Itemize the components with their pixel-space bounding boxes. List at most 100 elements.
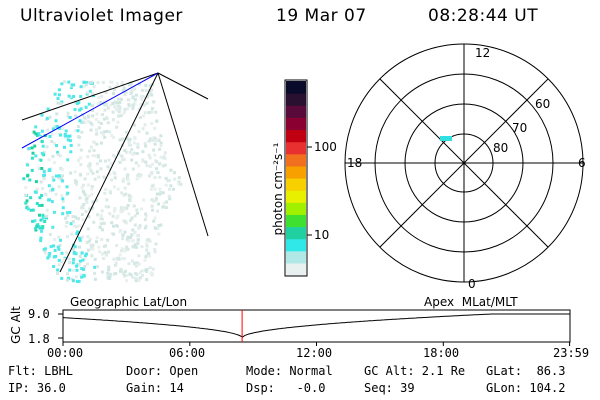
emission-pixel xyxy=(73,108,77,112)
emission-pixel xyxy=(124,269,127,273)
emission-pixel xyxy=(73,170,77,174)
emission-pixel xyxy=(36,134,39,137)
emission-pixel xyxy=(72,224,76,228)
emission-pixel xyxy=(39,158,43,162)
emission-pixel xyxy=(122,193,126,197)
emission-pixel xyxy=(35,202,39,205)
emission-pixel xyxy=(103,191,107,195)
emission-pixel xyxy=(152,199,156,203)
emission-pixel xyxy=(33,190,37,194)
emission-pixel xyxy=(113,206,117,210)
emission-pixel xyxy=(56,150,60,154)
emission-pixel xyxy=(101,113,104,116)
emission-pixel xyxy=(131,167,135,171)
emission-pixel xyxy=(149,187,153,191)
emission-pixel xyxy=(127,193,131,197)
emission-pixel xyxy=(97,126,101,130)
emission-pixel xyxy=(48,198,51,202)
emission-pixel xyxy=(93,154,97,158)
emission-pixel xyxy=(108,167,112,171)
colorbar-cell xyxy=(286,141,306,155)
emission-pixel xyxy=(79,173,83,177)
emission-pixel xyxy=(150,107,154,111)
emission-pixel xyxy=(173,171,176,175)
emission-pixel xyxy=(81,120,85,124)
emission-pixel xyxy=(86,262,89,266)
emission-pixel xyxy=(169,184,173,188)
emission-pixel xyxy=(68,139,72,143)
emission-pixel xyxy=(40,139,44,143)
fov-line xyxy=(157,72,209,100)
emission-pixel xyxy=(57,174,61,178)
emission-pixel xyxy=(153,250,157,254)
emission-pixel xyxy=(48,232,52,236)
emission-pixel xyxy=(85,83,89,87)
emission-pixel xyxy=(113,272,117,276)
emission-pixel xyxy=(155,119,159,123)
emission-pixel xyxy=(122,177,126,181)
emission-pixel xyxy=(90,254,94,258)
emission-pixel xyxy=(48,169,52,173)
emission-pixel xyxy=(57,88,61,92)
emission-pixel xyxy=(113,263,117,267)
emission-pixel xyxy=(66,213,70,217)
status-mode: Mode: Normal xyxy=(246,364,333,378)
emission-pixel xyxy=(98,101,102,104)
emission-pixel xyxy=(81,218,85,222)
emission-pixel xyxy=(128,83,132,87)
emission-pixel xyxy=(57,263,61,267)
emission-pixel xyxy=(112,257,116,261)
emission-pixel xyxy=(115,101,119,105)
emission-pixel xyxy=(67,80,71,84)
emission-pixel xyxy=(36,223,40,227)
emission-pixel xyxy=(93,271,97,275)
emission-pixel xyxy=(153,216,157,220)
emission-pixel xyxy=(118,230,122,234)
colorbar-cell xyxy=(286,178,306,191)
emission-pixel xyxy=(78,119,82,123)
emission-pixel xyxy=(122,157,126,161)
colorbar-cell xyxy=(286,93,306,106)
emission-pixel xyxy=(148,174,151,178)
emission-pixel xyxy=(88,237,92,241)
emission-pixel xyxy=(74,181,78,184)
emission-pixel xyxy=(108,85,112,89)
emission-pixel xyxy=(40,203,44,207)
emission-pixel xyxy=(121,209,125,213)
status-filter: Flt: LBHL xyxy=(8,364,74,378)
emission-pixel xyxy=(109,162,113,166)
emission-pixel xyxy=(52,210,56,214)
emission-pixel xyxy=(77,143,81,147)
emission-pixel xyxy=(138,224,142,228)
emission-pixel xyxy=(60,82,64,86)
status-gc-alt: GC Alt: 2.1 Re xyxy=(364,364,466,378)
emission-pixel xyxy=(157,232,161,236)
emission-pixel xyxy=(63,145,66,149)
emission-pixel xyxy=(129,81,133,85)
emission-pixel xyxy=(125,273,129,277)
emission-pixel xyxy=(161,191,165,195)
emission-pixel xyxy=(39,180,43,184)
emission-pixel xyxy=(87,239,91,243)
emission-pixel xyxy=(66,191,70,195)
emission-pixel xyxy=(162,156,165,160)
emission-pixel xyxy=(146,93,150,97)
emission-pixel xyxy=(133,141,137,145)
emission-pixel xyxy=(122,111,126,115)
emission-pixel xyxy=(28,178,32,182)
colorbar-cell xyxy=(286,153,306,167)
emission-pixel xyxy=(127,98,131,102)
emission-pixel xyxy=(129,273,133,277)
emission-pixel xyxy=(57,235,61,239)
emission-pixel xyxy=(131,95,135,99)
emission-pixel xyxy=(76,129,80,133)
emission-pixel xyxy=(60,276,64,280)
emission-pixel xyxy=(116,120,120,124)
emission-pixel xyxy=(140,269,144,273)
emission-pixel xyxy=(126,235,130,239)
emission-pixel xyxy=(87,248,90,252)
emission-pixel xyxy=(76,135,80,139)
emission-pixel xyxy=(42,174,46,177)
emission-pixel xyxy=(119,97,123,101)
emission-pixel xyxy=(96,102,100,106)
